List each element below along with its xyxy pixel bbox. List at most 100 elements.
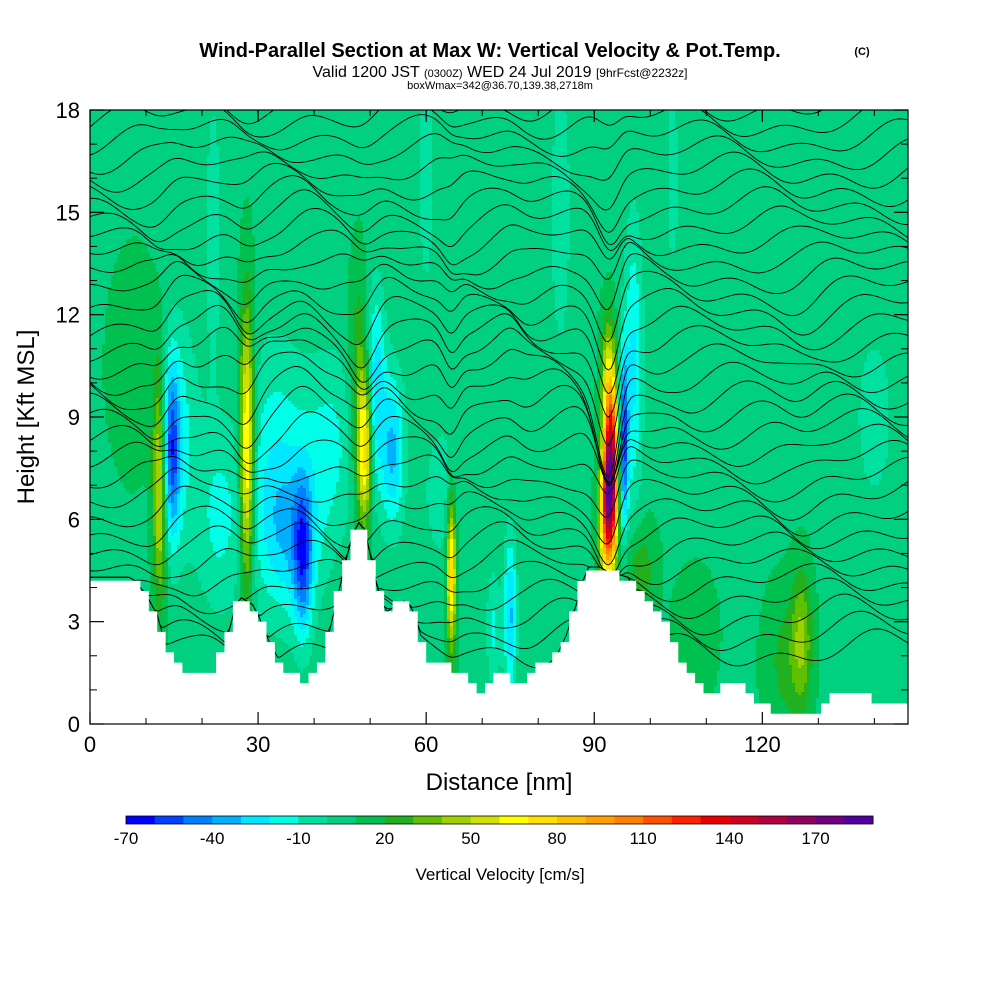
velocity-cell bbox=[96, 362, 100, 366]
velocity-cell bbox=[102, 350, 106, 354]
velocity-cell bbox=[105, 545, 109, 549]
velocity-cell bbox=[99, 350, 103, 354]
velocity-cell bbox=[90, 422, 94, 426]
velocity-cell bbox=[99, 560, 103, 564]
velocity-cell bbox=[90, 140, 94, 144]
velocity-cell bbox=[105, 518, 109, 522]
velocity-cell bbox=[90, 125, 94, 129]
velocity-cell bbox=[120, 386, 124, 390]
velocity-cell bbox=[96, 485, 100, 489]
velocity-cell bbox=[111, 251, 115, 255]
velocity-cell bbox=[99, 263, 103, 267]
velocity-cell bbox=[93, 296, 97, 300]
velocity-cell bbox=[93, 530, 97, 534]
velocity-cell bbox=[108, 140, 112, 144]
velocity-cell bbox=[108, 245, 112, 249]
velocity-cell bbox=[117, 530, 121, 534]
velocity-cell bbox=[102, 128, 106, 132]
velocity-cell bbox=[90, 356, 94, 360]
velocity-cell bbox=[120, 470, 124, 474]
velocity-cell bbox=[111, 344, 115, 348]
velocity-cell bbox=[111, 110, 115, 114]
velocity-cell bbox=[90, 485, 94, 489]
velocity-cell bbox=[105, 224, 109, 228]
velocity-cell bbox=[102, 488, 106, 492]
velocity-cell bbox=[90, 293, 94, 297]
velocity-cell bbox=[111, 332, 115, 336]
velocity-cell bbox=[102, 443, 106, 447]
velocity-cell bbox=[99, 305, 103, 309]
velocity-cell bbox=[111, 152, 115, 156]
velocity-cell bbox=[111, 215, 115, 219]
velocity-cell bbox=[105, 263, 109, 267]
velocity-cell bbox=[102, 551, 106, 555]
velocity-cell bbox=[105, 161, 109, 165]
velocity-cell bbox=[90, 575, 94, 579]
velocity-cell bbox=[111, 326, 115, 330]
velocity-cell bbox=[96, 152, 100, 156]
velocity-cell bbox=[111, 311, 115, 315]
velocity-cell bbox=[93, 125, 97, 129]
velocity-cell bbox=[108, 179, 112, 183]
velocity-cell bbox=[99, 410, 103, 414]
velocity-cell bbox=[120, 224, 124, 228]
velocity-cell bbox=[99, 365, 103, 369]
velocity-cell bbox=[102, 152, 106, 156]
velocity-cell bbox=[111, 335, 115, 339]
velocity-cell bbox=[108, 530, 112, 534]
velocity-cell bbox=[108, 266, 112, 270]
velocity-cell bbox=[111, 233, 115, 237]
velocity-cell bbox=[105, 305, 109, 309]
velocity-cell bbox=[114, 371, 118, 375]
velocity-cell bbox=[111, 302, 115, 306]
velocity-cell bbox=[102, 563, 106, 567]
velocity-cell bbox=[99, 485, 103, 489]
velocity-cell bbox=[99, 149, 103, 153]
velocity-cell bbox=[99, 533, 103, 537]
velocity-cell bbox=[90, 314, 94, 318]
velocity-cell bbox=[99, 383, 103, 387]
velocity-cell bbox=[111, 368, 115, 372]
velocity-cell bbox=[117, 179, 121, 183]
velocity-cell bbox=[96, 143, 100, 147]
velocity-cell bbox=[96, 194, 100, 198]
velocity-cell bbox=[102, 503, 106, 507]
velocity-cell bbox=[111, 242, 115, 246]
velocity-cell bbox=[90, 113, 94, 117]
velocity-cell bbox=[108, 215, 112, 219]
velocity-cell bbox=[99, 140, 103, 144]
velocity-cell bbox=[93, 491, 97, 495]
velocity-cell bbox=[99, 401, 103, 405]
velocity-cell bbox=[108, 149, 112, 153]
velocity-cell bbox=[93, 362, 97, 366]
velocity-cell bbox=[93, 293, 97, 297]
velocity-cell bbox=[90, 131, 94, 135]
velocity-cell bbox=[105, 365, 109, 369]
velocity-cell bbox=[117, 143, 121, 147]
velocity-cell bbox=[90, 227, 94, 231]
velocity-cell bbox=[102, 473, 106, 477]
velocity-cell bbox=[93, 302, 97, 306]
velocity-cell bbox=[114, 482, 118, 486]
velocity-cell bbox=[108, 197, 112, 201]
velocity-cell bbox=[96, 260, 100, 264]
velocity-cell bbox=[108, 452, 112, 456]
velocity-cell bbox=[102, 389, 106, 393]
velocity-cell bbox=[117, 218, 121, 222]
velocity-cell bbox=[93, 500, 97, 504]
velocity-cell bbox=[90, 350, 94, 354]
velocity-cell bbox=[120, 254, 124, 258]
velocity-cell bbox=[90, 119, 94, 123]
velocity-cell bbox=[99, 548, 103, 552]
velocity-cell bbox=[96, 488, 100, 492]
velocity-cell bbox=[102, 470, 106, 474]
velocity-cell bbox=[96, 521, 100, 525]
velocity-cell bbox=[96, 395, 100, 399]
velocity-cell bbox=[114, 569, 118, 573]
velocity-cell bbox=[111, 494, 115, 498]
velocity-cell bbox=[114, 143, 118, 147]
velocity-cell bbox=[117, 329, 121, 333]
velocity-cell bbox=[99, 482, 103, 486]
velocity-cell bbox=[90, 560, 94, 564]
velocity-cell bbox=[111, 512, 115, 516]
